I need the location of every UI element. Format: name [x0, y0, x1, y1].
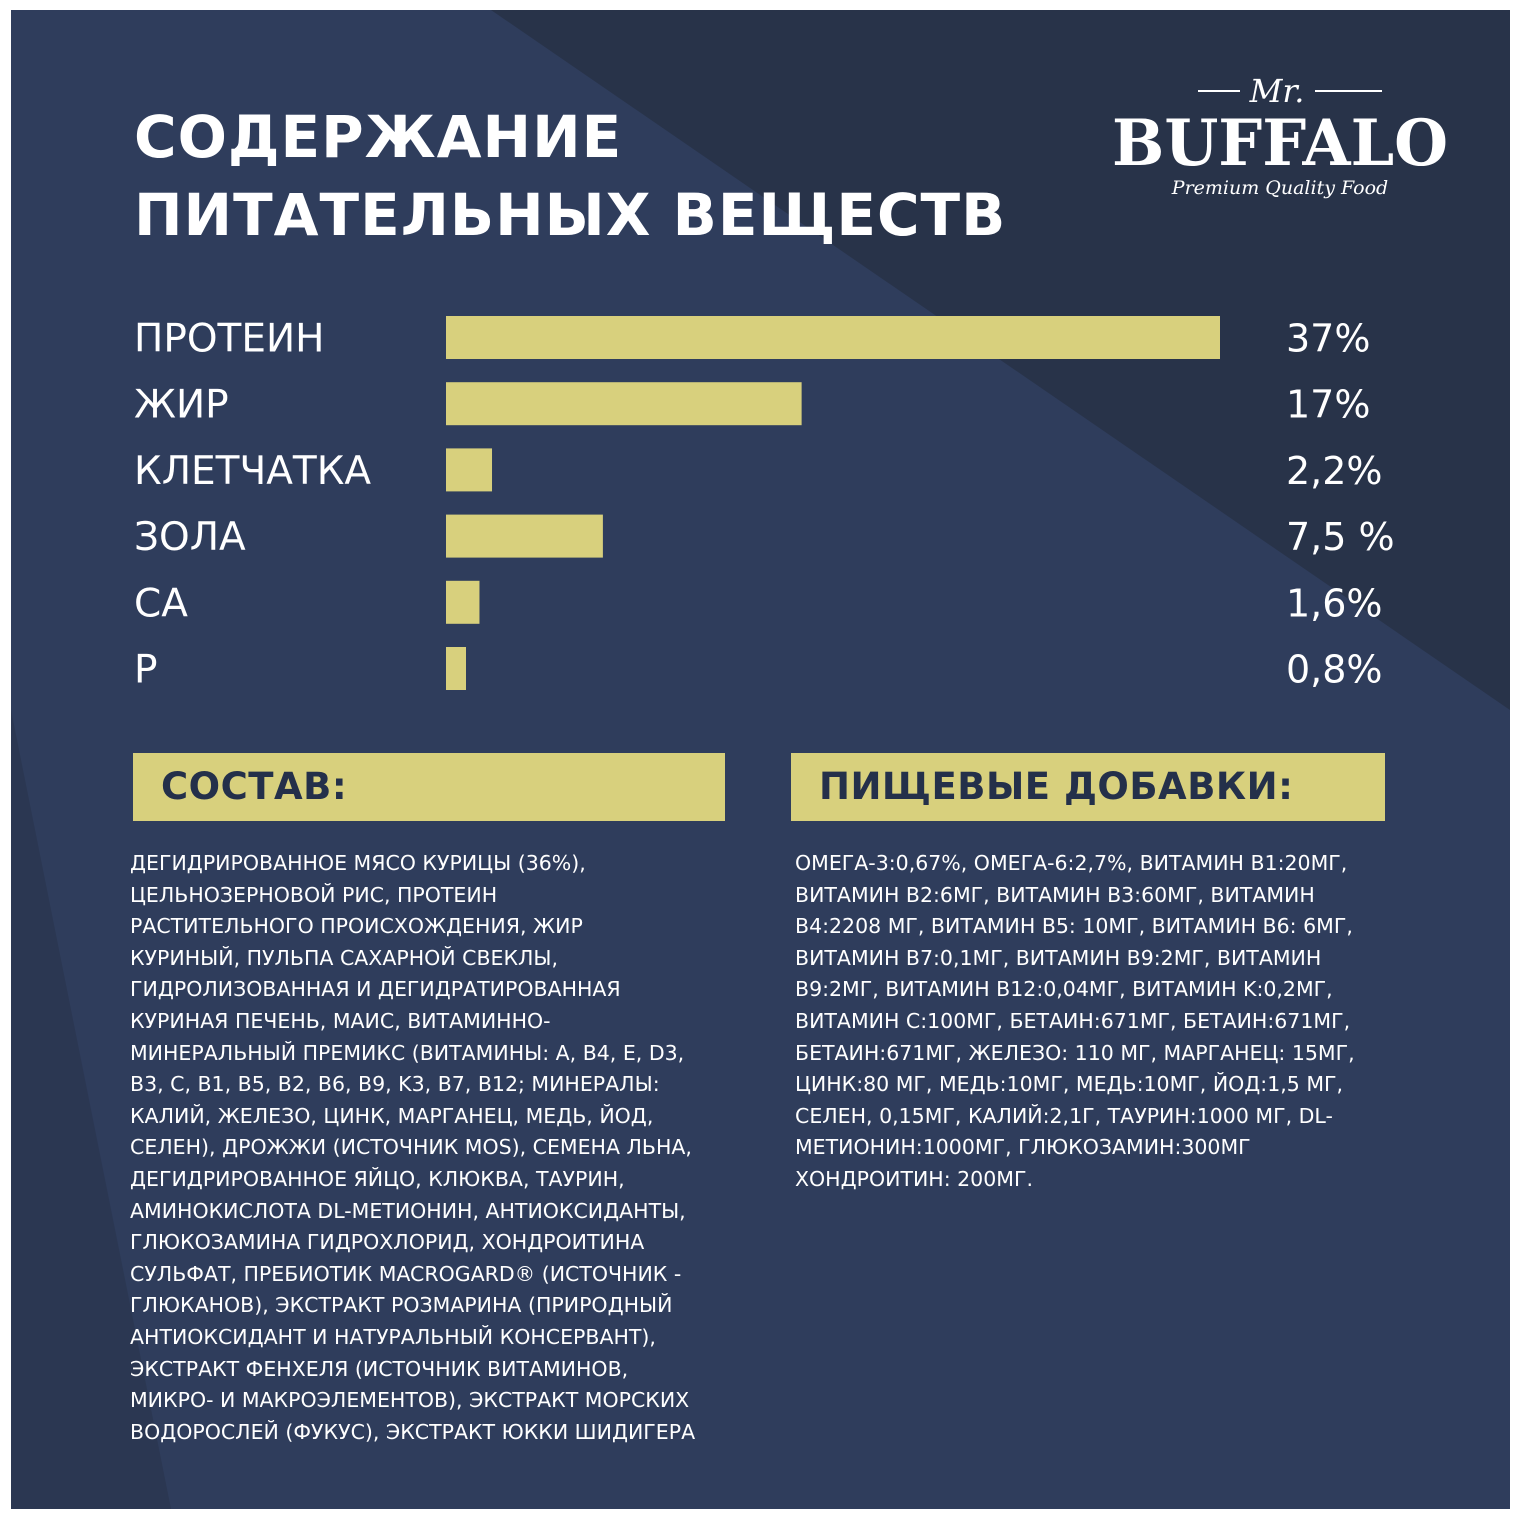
- additives-line: ВИТАМИН C:100МГ, БЕТАИН:671МГ, БЕТАИН:67…: [795, 1008, 1351, 1033]
- additives-line: МЕТИОНИН:1000МГ, ГЛЮКОЗАМИН:300МГ: [795, 1135, 1251, 1160]
- composition-line: КУРИНЫЙ, ПУЛЬПА САХАРНОЙ СВЕКЛЫ,: [130, 945, 559, 970]
- additives-line: B4:2208 МГ, ВИТАМИН B5: 10МГ, ВИТАМИН B6…: [795, 914, 1353, 939]
- additives-text: ОМЕГА-3:0,67%, ОМЕГА-6:2,7%, ВИТАМИН B1:…: [795, 848, 1415, 1196]
- logo-tagline: Premium Quality Food: [1171, 177, 1388, 199]
- composition-line: АМИНОКИСЛОТА DL-МЕТИОНИН, АНТИОКСИДАНТЫ,: [130, 1198, 686, 1223]
- bar: [446, 316, 1220, 359]
- background-dark-band-left: [11, 710, 171, 1509]
- bar: [446, 448, 493, 492]
- category-label: Р: [134, 648, 158, 693]
- composition-header-box: СОСТАВ:: [133, 753, 725, 821]
- category-label: ЗОЛА: [134, 515, 246, 560]
- composition-line: РАСТИТЕЛЬНОГО ПРОИСХОЖДЕНИЯ, ЖИР: [130, 914, 583, 939]
- bar: [446, 647, 466, 690]
- value-label: 37%: [1286, 317, 1370, 361]
- value-label: 2,2%: [1286, 449, 1383, 493]
- value-label: 17%: [1286, 383, 1370, 427]
- composition-line: ДЕГИДРИРОВАННОЕ ЯЙЦО, КЛЮКВА, ТАУРИН,: [130, 1166, 625, 1191]
- bar: [446, 580, 480, 624]
- value-label: 7,5 %: [1286, 515, 1395, 559]
- bar: [446, 382, 802, 426]
- additives-line: B9:2МГ, ВИТАМИН B12:0,04МГ, ВИТАМИН K:0,…: [795, 977, 1333, 1002]
- page-title-line-1: СОДЕРЖАНИЕ: [134, 103, 623, 171]
- additives-line: ОМЕГА-3:0,67%, ОМЕГА-6:2,7%, ВИТАМИН B1:…: [795, 851, 1348, 875]
- category-label: КЛЕТЧАТКА: [134, 449, 371, 494]
- composition-line: КАЛИЙ, ЖЕЛЕЗО, ЦИНК, МАРГАНЕЦ, МЕДЬ, ЙОД…: [130, 1103, 654, 1128]
- page-title: СОДЕРЖАНИЕ ПИТАТЕЛЬНЫХ ВЕЩЕСТВ: [134, 98, 1006, 254]
- additives-line: ЦИНК:80 МГ, МЕДЬ:10МГ, МЕДЬ:10МГ, ЙОД:1,…: [795, 1072, 1344, 1097]
- additives-header: ПИЩЕВЫЕ ДОБАВКИ:: [819, 765, 1294, 808]
- category-label: СА: [134, 581, 188, 626]
- value-label: 0,8%: [1286, 648, 1383, 692]
- logo-mr: Mr.: [1249, 72, 1305, 110]
- composition-line: АНТИОКСИДАНТ И НАТУРАЛЬНЫЙ КОНСЕРВАНТ),: [130, 1324, 656, 1349]
- category-label: ПРОТЕИН: [134, 317, 325, 362]
- value-label: 1,6%: [1286, 581, 1383, 625]
- composition-line: ЭКСТРАКТ ФЕНХЕЛЯ (ИСТОЧНИК ВИТАМИНОВ,: [130, 1356, 629, 1381]
- logo-brand-name: BUFFALO: [1112, 106, 1448, 181]
- page-title-line-2: ПИТАТЕЛЬНЫХ ВЕЩЕСТВ: [134, 181, 1007, 249]
- composition-line: ЦЕЛЬНОЗЕРНОВОЙ РИС, ПРОТЕИН: [130, 882, 498, 907]
- composition-line: ДЕГИДРИРОВАННОЕ МЯСО КУРИЦЫ (36%),: [130, 851, 586, 875]
- composition-line: B3, C, B1, B5, B2, B6, B9, K3, B7, B12; …: [130, 1072, 660, 1097]
- composition-line: МИНЕРАЛЬНЫЙ ПРЕМИКС (ВИТАМИНЫ: A, B4, E,…: [130, 1040, 685, 1065]
- additives-header-box: ПИЩЕВЫЕ ДОБАВКИ:: [791, 753, 1385, 821]
- additives-line: БЕТАИН:671МГ, ЖЕЛЕЗО: 110 МГ, МАРГАНЕЦ: …: [795, 1040, 1355, 1065]
- composition-line: ГЛЮКОЗАМИНА ГИДРОХЛОРИД, ХОНДРОИТИНА: [130, 1230, 645, 1255]
- composition-line: ВОДОРОСЛЕЙ (ФУКУС), ЭКСТРАКТ ЮККИ ШИДИГЕ…: [130, 1419, 696, 1444]
- composition-line: ГЛЮКАНОВ), ЭКСТРАКТ РОЗМАРИНА (ПРИРОДНЫЙ: [130, 1293, 673, 1318]
- additives-line: ХОНДРОИТИН: 200МГ.: [795, 1166, 1033, 1191]
- background-dark-band-top: [491, 10, 1510, 710]
- composition-line: ГИДРОЛИЗОВАННАЯ И ДЕГИДРАТИРОВАННАЯ: [130, 977, 621, 1002]
- additives-line: ВИТАМИН B7:0,1МГ, ВИТАМИН B9:2МГ, ВИТАМИ…: [795, 945, 1322, 970]
- composition-header: СОСТАВ:: [161, 765, 348, 808]
- composition-text: ДЕГИДРИРОВАННОЕ МЯСО КУРИЦЫ (36%), ЦЕЛЬНО…: [130, 848, 750, 1448]
- composition-line: МИКРО- И МАКРОЭЛЕМЕНТОВ), ЭКСТРАКТ МОРСК…: [130, 1388, 690, 1413]
- bar: [446, 514, 603, 558]
- composition-line: СЕЛЕН), ДРОЖЖИ (ИСТОЧНИК MOS), СЕМЕНА ЛЬ…: [130, 1135, 692, 1160]
- brand-logo: Mr. BUFFALO Premium Quality Food: [1112, 72, 1448, 199]
- additives-line: СЕЛЕН, 0,15МГ, КАЛИЙ:2,1Г, ТАУРИН:1000 М…: [795, 1103, 1333, 1128]
- composition-line: КУРИНАЯ ПЕЧЕНЬ, МАИС, ВИТАМИННО-: [130, 1008, 551, 1033]
- category-label: ЖИР: [134, 383, 229, 428]
- composition-line: СУЛЬФАТ, ПРЕБИОТИК MACROGARD® (ИСТОЧНИК …: [130, 1261, 682, 1286]
- additives-line: ВИТАМИН B2:6МГ, ВИТАМИН B3:60МГ, ВИТАМИН: [795, 882, 1315, 907]
